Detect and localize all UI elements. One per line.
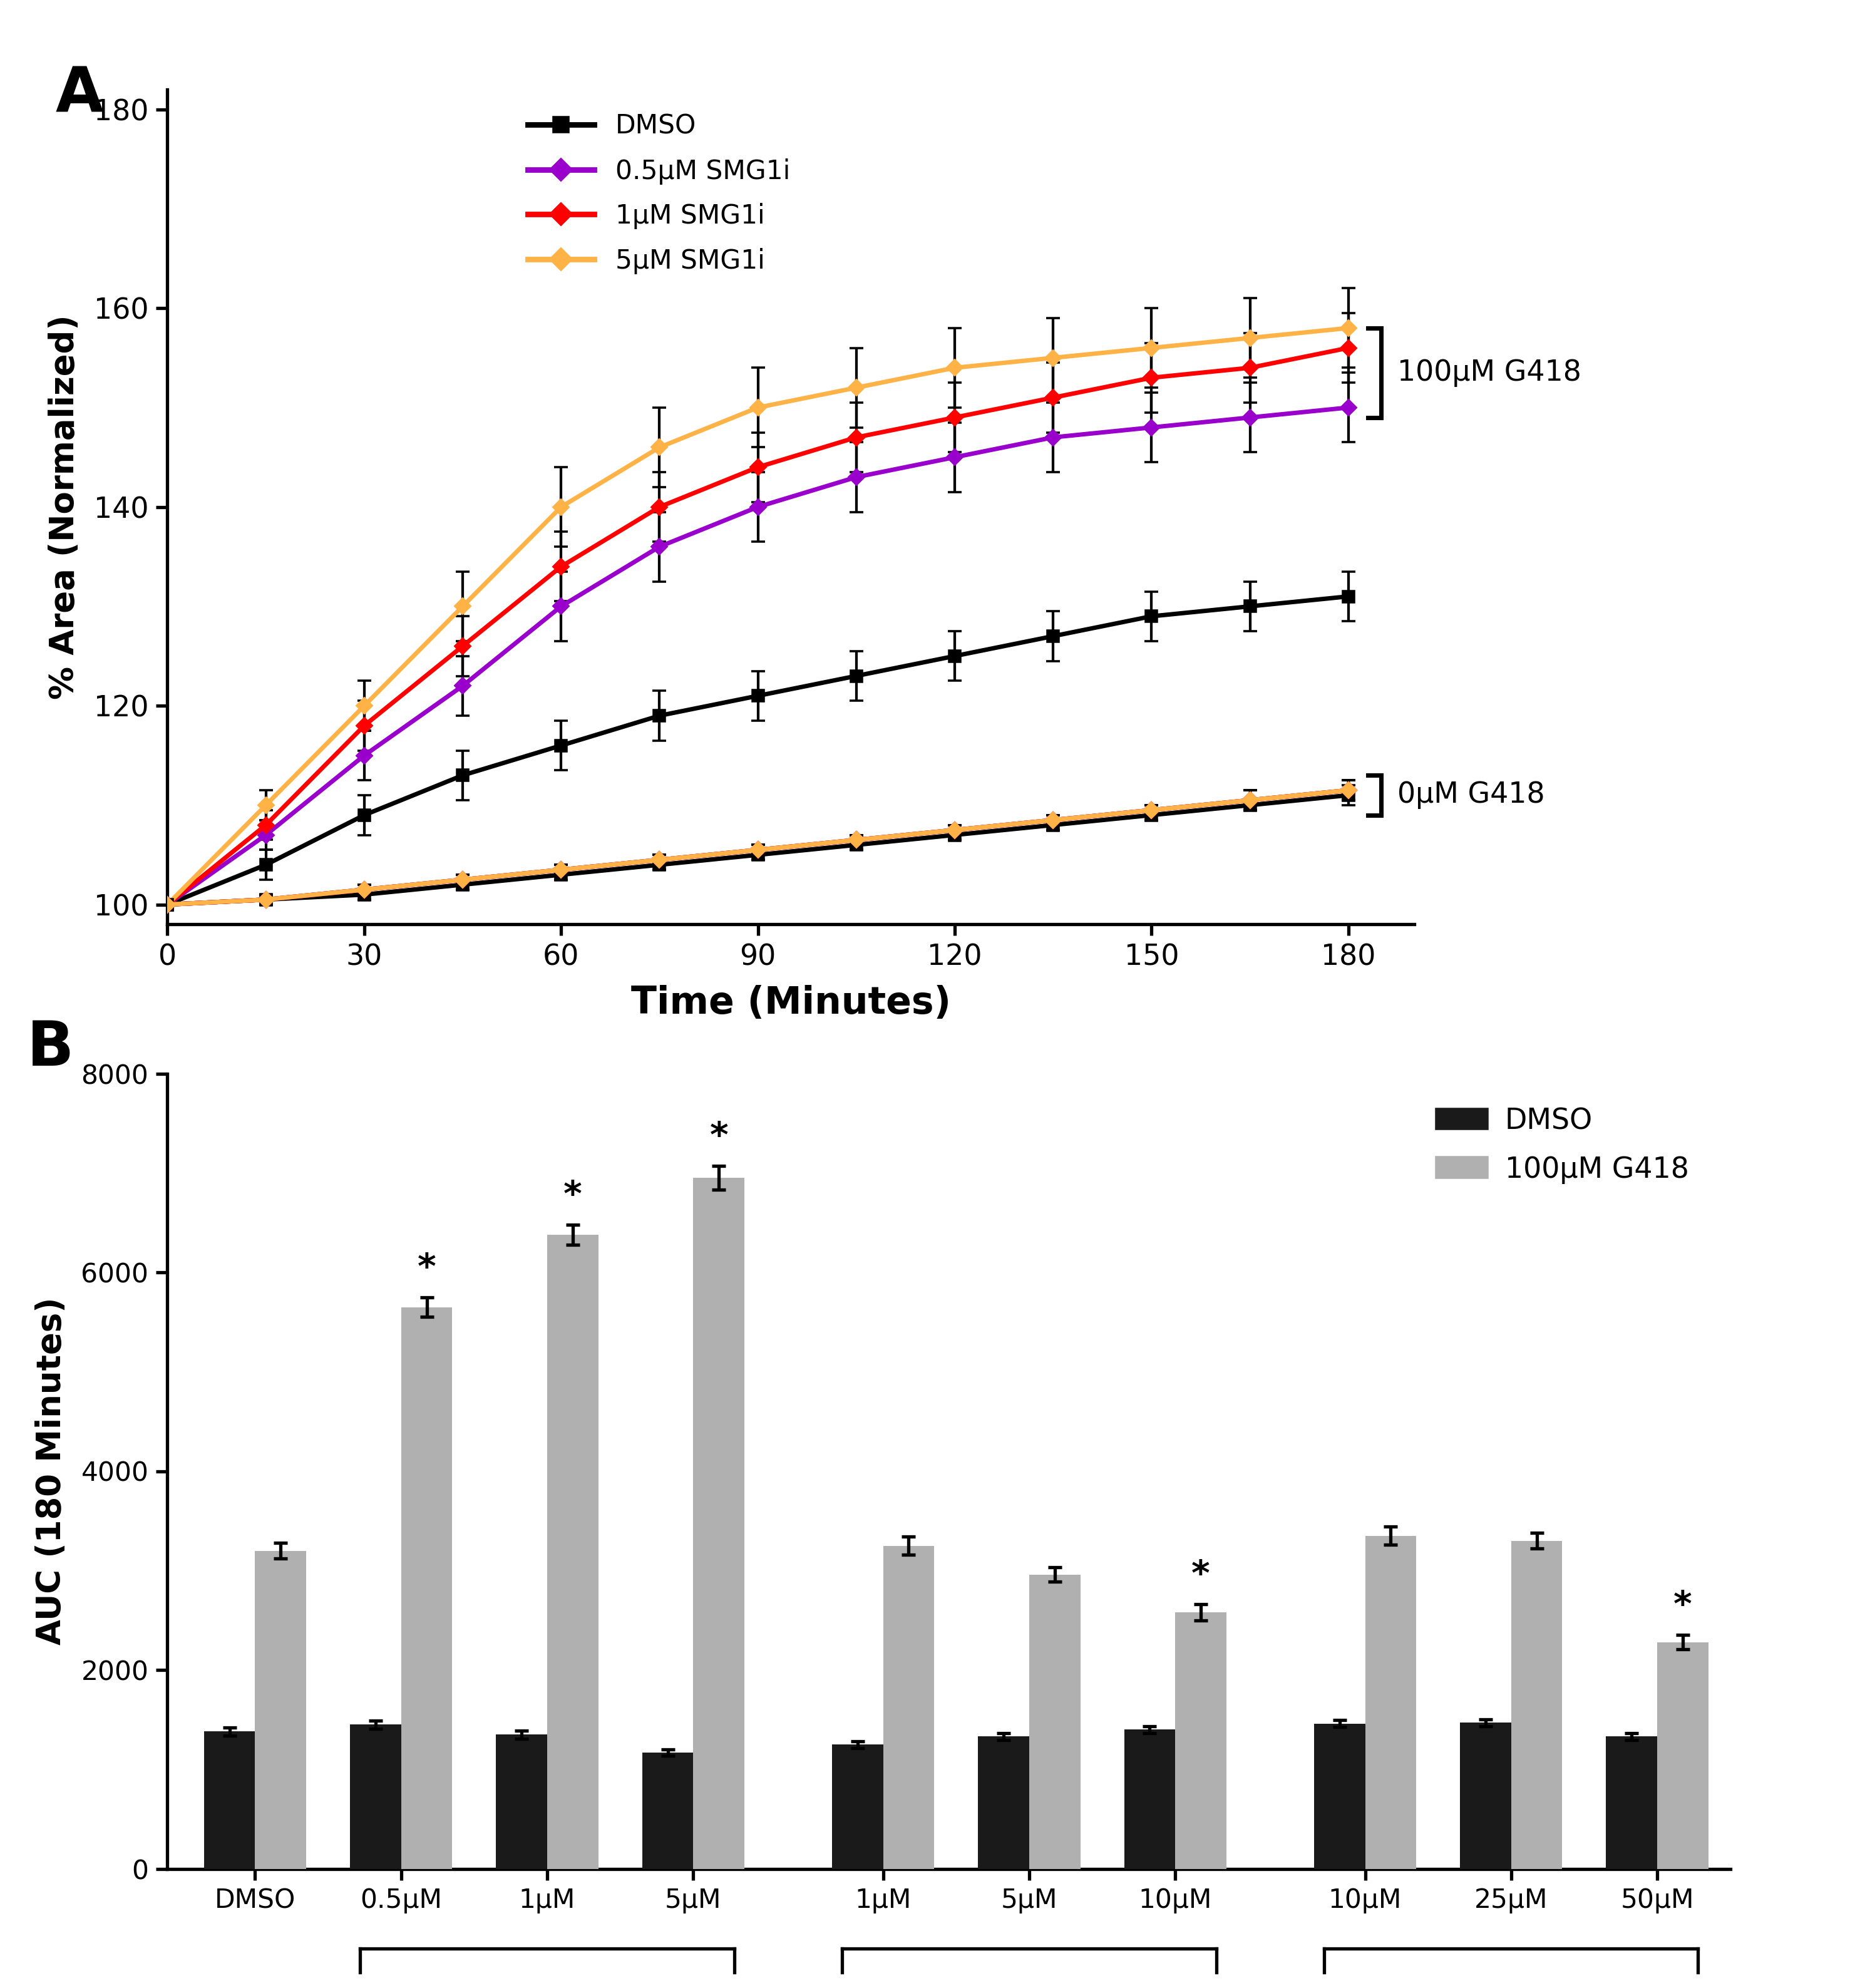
Bar	[1510, 1541, 1562, 1869]
Y-axis label: % Area (Normalized): % Area (Normalized)	[48, 314, 80, 700]
Text: *: *	[564, 1179, 582, 1213]
Bar	[402, 1308, 452, 1869]
Text: *: *	[1674, 1588, 1691, 1622]
Text: *: *	[417, 1250, 435, 1284]
Bar	[978, 1738, 1029, 1869]
Text: 0μM G418: 0μM G418	[1397, 781, 1544, 809]
Bar	[255, 1551, 307, 1869]
Bar	[1365, 1535, 1415, 1869]
Bar	[497, 1734, 547, 1869]
Legend: DMSO, 0.5μM SMG1i, 1μM SMG1i, 5μM SMG1i: DMSO, 0.5μM SMG1i, 1μM SMG1i, 5μM SMG1i	[517, 103, 800, 284]
Bar	[1657, 1642, 1707, 1869]
Text: *: *	[709, 1119, 727, 1153]
Bar	[1605, 1738, 1657, 1869]
Bar	[831, 1745, 884, 1869]
Text: B: B	[26, 1018, 74, 1079]
Bar	[547, 1235, 599, 1869]
Bar	[1313, 1724, 1365, 1869]
Bar	[350, 1724, 402, 1869]
Y-axis label: AUC (180 Minutes): AUC (180 Minutes)	[35, 1298, 67, 1644]
Text: 100μM G418: 100μM G418	[1397, 358, 1581, 388]
Bar	[694, 1177, 744, 1869]
Legend: DMSO, 100μM G418: DMSO, 100μM G418	[1425, 1095, 1700, 1195]
X-axis label: Time (Minutes): Time (Minutes)	[631, 984, 950, 1022]
Bar	[884, 1547, 934, 1869]
Text: *: *	[1190, 1559, 1209, 1592]
Bar	[1123, 1730, 1176, 1869]
Bar	[205, 1732, 255, 1869]
Bar	[1176, 1612, 1226, 1869]
Bar	[1460, 1722, 1510, 1869]
Text: A: A	[56, 64, 102, 125]
Bar	[642, 1753, 694, 1869]
Bar	[1029, 1574, 1081, 1869]
